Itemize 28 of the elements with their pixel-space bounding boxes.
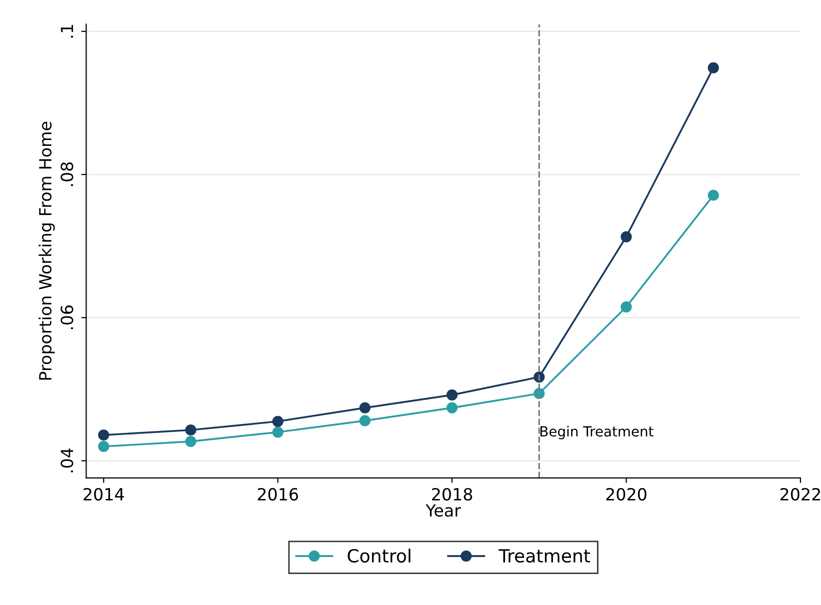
point [446,389,458,400]
ref-line-label: Begin Treatment [540,426,654,440]
point [359,402,370,414]
point [708,62,719,74]
x-axis-title: Year [426,504,461,517]
point [446,402,458,414]
x-tick-label: 2016 [258,488,298,501]
point [98,429,110,441]
y-tick-label: .04 [60,448,74,472]
y-tick-label: .06 [60,305,74,330]
point [185,424,196,436]
legend-label: Treatment [498,549,590,563]
y-tick-label: .08 [60,162,74,186]
point [708,190,719,201]
x-tick-label: 2022 [780,488,820,501]
point [359,415,370,426]
point [272,426,284,438]
x-tick-label: 2014 [84,488,124,501]
point [98,440,110,452]
point [185,436,196,448]
legend-label: Control [348,548,410,563]
point [620,301,632,312]
x-tick-label: 2018 [432,488,472,501]
y-tick-label: .1 [60,24,74,38]
point [620,231,632,242]
y-axis-title: Proportion Working From Home [38,122,55,380]
x-tick-label: 2020 [606,488,646,501]
point [272,416,284,427]
